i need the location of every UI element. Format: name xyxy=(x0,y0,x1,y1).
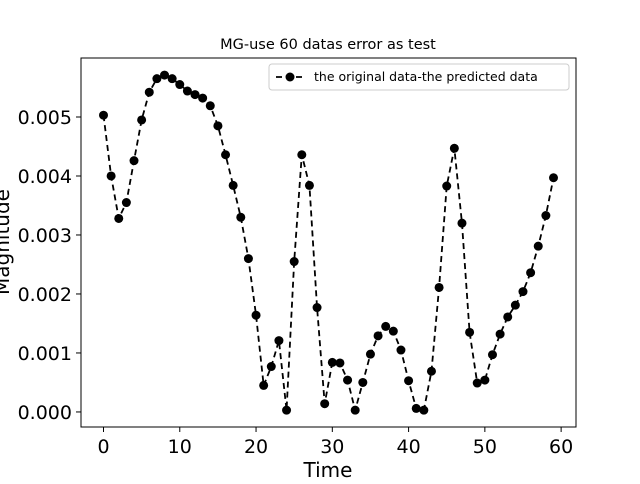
data-point xyxy=(411,403,421,413)
data-point xyxy=(160,70,170,80)
y-tick-label: 0.001 xyxy=(18,343,72,365)
data-point xyxy=(304,180,314,190)
data-point xyxy=(114,213,124,223)
data-point xyxy=(541,211,551,221)
data-point xyxy=(320,399,330,409)
data-point xyxy=(472,378,482,388)
data-point xyxy=(312,303,322,313)
data-point xyxy=(213,121,223,131)
data-point xyxy=(549,173,558,183)
data-point xyxy=(510,300,520,310)
y-tick-label: 0.003 xyxy=(18,225,72,247)
x-axis-label: Time xyxy=(303,458,353,480)
data-point xyxy=(518,287,528,297)
x-tick-label: 60 xyxy=(549,436,573,458)
legend: the original data-the predicted data xyxy=(268,63,570,91)
y-tick-label: 0.002 xyxy=(18,284,72,306)
data-point xyxy=(106,171,116,181)
data-point xyxy=(381,321,391,331)
plot-area: 0 10 20 30 40 50 60 0.0000.0010.0020.0030.0040… xyxy=(18,57,577,458)
data-point xyxy=(274,336,284,346)
data-point xyxy=(144,87,154,97)
legend-marker xyxy=(285,72,295,82)
y-tick-label: 0.004 xyxy=(18,166,72,188)
data-point xyxy=(495,329,505,339)
data-point xyxy=(327,357,337,367)
x-tick-label: 20 xyxy=(244,436,268,458)
data-point xyxy=(426,366,436,376)
data-point xyxy=(236,212,246,222)
data-point xyxy=(297,150,307,160)
data-point xyxy=(487,350,497,360)
data-point xyxy=(442,181,452,191)
x-tick-label: 0 xyxy=(97,436,109,458)
data-point xyxy=(99,110,108,120)
y-tick-label: 0.000 xyxy=(18,402,72,424)
data-point xyxy=(129,156,139,166)
data-point xyxy=(533,241,543,251)
data-point xyxy=(365,349,375,359)
data-point xyxy=(175,80,185,90)
data-point xyxy=(434,282,444,292)
data-point xyxy=(388,326,398,336)
data-point xyxy=(503,312,513,322)
data-point xyxy=(465,327,475,337)
data-point xyxy=(137,115,147,125)
plot-frame xyxy=(80,57,577,428)
legend-box xyxy=(268,63,570,91)
data-point xyxy=(228,180,238,190)
data-point xyxy=(282,405,292,415)
x-tick-label: 40 xyxy=(396,436,420,458)
x-tick-label: 50 xyxy=(473,436,497,458)
data-point xyxy=(419,405,429,415)
y-axis-label: Magnitude xyxy=(0,189,14,295)
data-point xyxy=(457,218,467,228)
data-point xyxy=(350,405,360,415)
data-point xyxy=(259,380,269,390)
x-tick-label: 10 xyxy=(168,436,192,458)
data-point xyxy=(167,74,177,84)
data-point xyxy=(251,310,261,320)
data-point xyxy=(198,93,208,103)
x-axis: 0 10 20 30 40 50 60 xyxy=(97,427,573,458)
data-point xyxy=(480,375,490,385)
x-tick-label: 30 xyxy=(320,436,344,458)
data-point xyxy=(266,362,276,372)
data-point xyxy=(358,377,368,387)
legend-label: the original data-the predicted data xyxy=(314,69,538,84)
data-point xyxy=(449,143,459,153)
data-point xyxy=(343,375,353,385)
data-point xyxy=(243,254,253,264)
data-point xyxy=(182,86,192,96)
data-point xyxy=(373,331,383,341)
data-point xyxy=(526,268,536,278)
data-point xyxy=(396,345,406,355)
y-tick-label: 0.005 xyxy=(18,107,72,129)
series-markers xyxy=(99,70,558,415)
data-point xyxy=(190,90,200,100)
data-point xyxy=(404,376,414,386)
data-point xyxy=(121,198,131,208)
data-point xyxy=(335,358,345,368)
data-point xyxy=(289,257,299,267)
y-axis: 0.000 0.001 0.002 0.003 0.004 0.005 xyxy=(18,107,81,424)
data-point xyxy=(205,101,215,111)
data-point xyxy=(221,150,231,160)
data-point xyxy=(152,74,162,84)
chart-title: MG-use 60 datas error as test xyxy=(220,37,436,53)
